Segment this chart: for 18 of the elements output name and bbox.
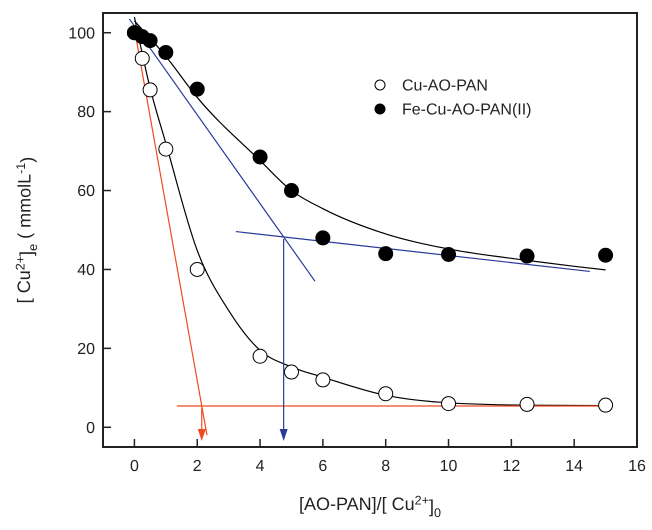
x-tick-label: 6 xyxy=(318,458,328,475)
legend-label: Cu-AO-PAN xyxy=(402,78,488,95)
y-tick-label: 100 xyxy=(68,25,96,42)
x-tick-label: 12 xyxy=(502,458,520,475)
x-tick-label: 8 xyxy=(381,458,390,475)
y-tick-label: 80 xyxy=(77,104,96,122)
y-tick-label: 60 xyxy=(77,183,96,200)
x-tick-label: 14 xyxy=(565,458,584,475)
x-tick-label: 4 xyxy=(256,458,265,475)
y-tick-label: 0 xyxy=(86,420,96,437)
x-tick-label: 10 xyxy=(440,458,458,475)
x-tick-label: 0 xyxy=(130,458,139,475)
x-axis-title: [AO-PAN]/[ Cu$^{2+}$]$_{0}$ xyxy=(298,493,442,520)
x-tick-label: 2 xyxy=(192,458,202,475)
x-tick-label: 16 xyxy=(628,458,646,475)
legend-label: Fe-Cu-AO-PAN(II) xyxy=(402,102,532,119)
y-tick-label: 20 xyxy=(77,340,96,358)
y-tick-label: 40 xyxy=(77,262,96,280)
